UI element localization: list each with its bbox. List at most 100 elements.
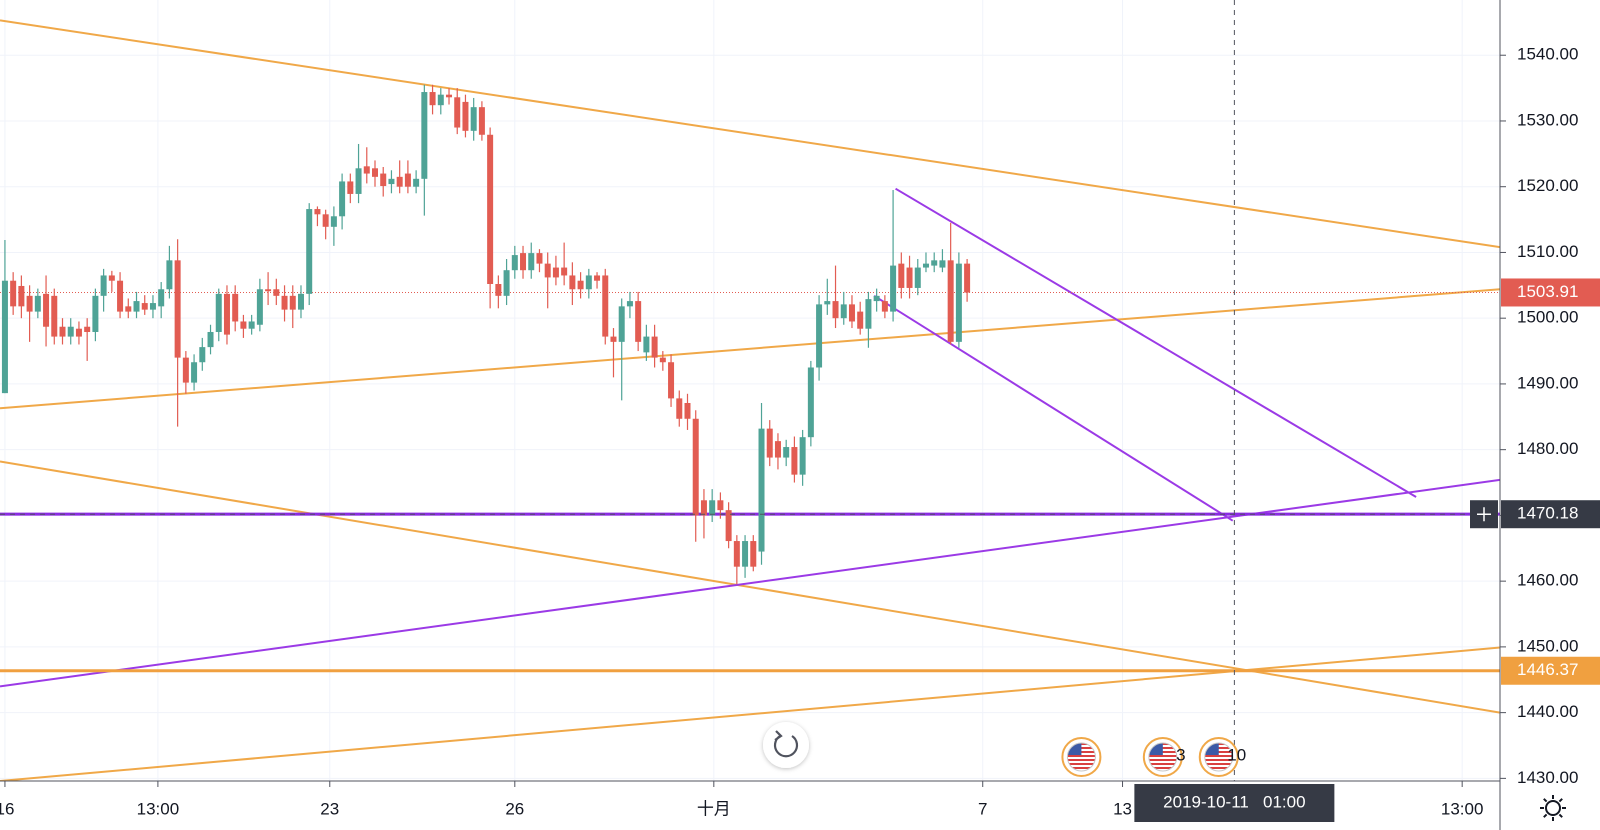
candle-body [289,295,296,310]
candle-body [215,293,222,332]
candle-body [363,166,370,174]
candle-body [955,263,962,342]
candle-body [536,253,543,264]
candle-body [396,176,403,187]
candle-body [528,253,535,271]
candle-body [964,263,971,293]
candle-body [232,293,239,322]
candle-body [413,178,420,187]
candle-body [207,331,214,348]
event-badge[interactable]: 10 [1198,737,1246,777]
candle-body [840,304,847,319]
candle-body [947,260,954,342]
candle-body [742,541,749,567]
y-tick-label: 1460.00 [1517,571,1578,590]
y-tick-label: 1440.00 [1517,702,1578,721]
candle-body [322,214,329,227]
candle-body [314,209,321,215]
settings-icon[interactable] [1540,795,1566,821]
candle-body [750,541,757,567]
candle-body [51,295,58,337]
candle-body [1,280,8,394]
candle-body [223,293,230,335]
candle-body [857,311,864,329]
candle-body [372,168,378,177]
event-badge[interactable]: 3 [1142,737,1186,777]
candle-body [906,267,913,288]
reset-button[interactable] [763,722,809,768]
y-tick-label: 1500.00 [1517,308,1578,327]
flag-stripe [1067,755,1096,757]
candle-body [635,301,642,342]
price-tag-label: 1446.37 [1517,660,1578,679]
reset-button-bg [763,722,809,768]
candle-body [503,270,510,296]
candle-body [421,92,428,179]
candle-body [256,289,263,325]
flag-stripe [1067,763,1096,765]
trendline [0,478,1500,688]
candle-body [791,447,798,475]
candle-body [429,92,436,106]
candle-body [659,357,666,363]
price-tag [1501,278,1600,307]
x-tick-label: 13 [1113,799,1132,818]
trendline [0,288,1500,410]
flag-stripe [1204,767,1233,769]
x-tick-label: 7 [978,799,987,818]
candle-body [544,263,551,278]
candle-body [569,275,576,290]
candle-body [774,441,781,458]
event-badge[interactable] [1061,737,1102,777]
price-tag-label: 1503.91 [1517,282,1578,301]
candle-body [799,437,806,475]
candle-body [281,295,288,310]
candle-body [922,263,929,268]
trendline [0,460,1500,714]
candle-body [437,94,444,106]
candle-body [602,275,609,337]
candle-body [388,178,395,185]
candle-body [339,181,346,217]
candle-body [149,303,156,310]
crosshair-add-button[interactable] [1470,500,1498,529]
candle-body [881,301,888,312]
candle-body [67,326,74,337]
flag-stripe [1148,767,1177,769]
candle-body [865,299,872,329]
candle-body [240,321,247,329]
candle-body [158,289,165,307]
flag-edge [1148,742,1178,772]
y-tick-label: 1530.00 [1517,110,1578,129]
candle-body [470,107,477,131]
x-tick-label: 26 [505,799,524,818]
candle-body [330,216,337,227]
flag [1204,743,1233,769]
settings-icon-core [1545,800,1561,816]
candle-body [454,97,461,128]
candle-body [898,263,905,288]
candle-body [561,267,568,276]
candle-body [766,428,773,458]
flag-edge [1066,742,1096,772]
candle-body [380,173,387,187]
candle-body [552,267,559,278]
x-tick-label: 16 [0,799,14,818]
trendline [0,646,1500,781]
candle-body [495,284,502,296]
candle-body [347,181,354,194]
candle-body [92,295,99,332]
x-tick-label: 13:00 [1441,799,1484,818]
trendline [873,294,1234,522]
candle-body [59,326,66,337]
y-tick-label: 1520.00 [1517,176,1578,195]
candle-body [783,447,790,458]
candle-body [18,285,25,307]
candle-body [824,301,831,305]
candle-body [692,418,699,516]
price-tag [1501,656,1600,685]
candle-body [676,398,683,419]
flag [1148,743,1177,769]
flag-edge [1204,742,1234,772]
